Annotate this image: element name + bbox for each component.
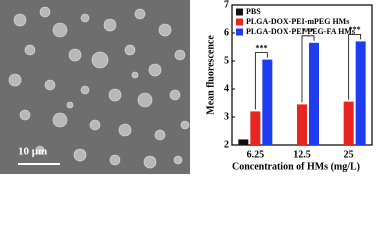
y-tick-label: 5 (224, 55, 229, 66)
x-tick-label: 12.5 (293, 149, 311, 160)
bar (238, 139, 249, 145)
chart: 2 3 4 5 6 7 Mean fluorescence Concentration of … (205, 0, 373, 172)
legend-label: PBS (246, 7, 261, 16)
y-tick-label: 3 (224, 111, 229, 122)
y-tick-label: 6 (224, 27, 229, 38)
legend-swatch (236, 8, 243, 16)
bar (297, 104, 307, 145)
y-tick-label: 4 (224, 83, 229, 94)
y-axis-label: Mean fluorescence (205, 35, 216, 115)
significance-label: *** (349, 25, 361, 34)
particles (8, 6, 190, 169)
significance-bracket (301, 35, 315, 103)
significance-label: *** (255, 43, 267, 52)
figure: 10 μm 2 3 4 5 6 7 Mean fluorescence Concentrati… (0, 0, 373, 174)
micrograph: 10 μm (0, 0, 190, 174)
y-tick-label: 2 (224, 139, 229, 150)
bar (250, 111, 261, 145)
x-tick-label: 25 (344, 149, 354, 160)
bar (309, 42, 319, 145)
significance-label: *** (302, 27, 314, 36)
significance-bracket (348, 34, 362, 100)
legend-swatch (236, 28, 243, 36)
legend-label: PLGA-DOX-PEI-PEG-FA HMs (246, 27, 355, 36)
legend-label: PLGA-DOX-PEI-mPEG HMs (246, 17, 349, 26)
x-axis-label: Concentration of HMs (mg/L) (232, 161, 360, 172)
scale-label: 10 μm (18, 146, 47, 158)
legend-swatch (236, 18, 243, 26)
x-tick-label: 6.25 (247, 149, 265, 160)
significance-bracket (254, 52, 268, 110)
y-tick-label: 7 (224, 0, 229, 10)
micrograph-background (0, 0, 190, 174)
bar (343, 101, 354, 145)
bar (262, 59, 273, 145)
bar (355, 41, 366, 145)
